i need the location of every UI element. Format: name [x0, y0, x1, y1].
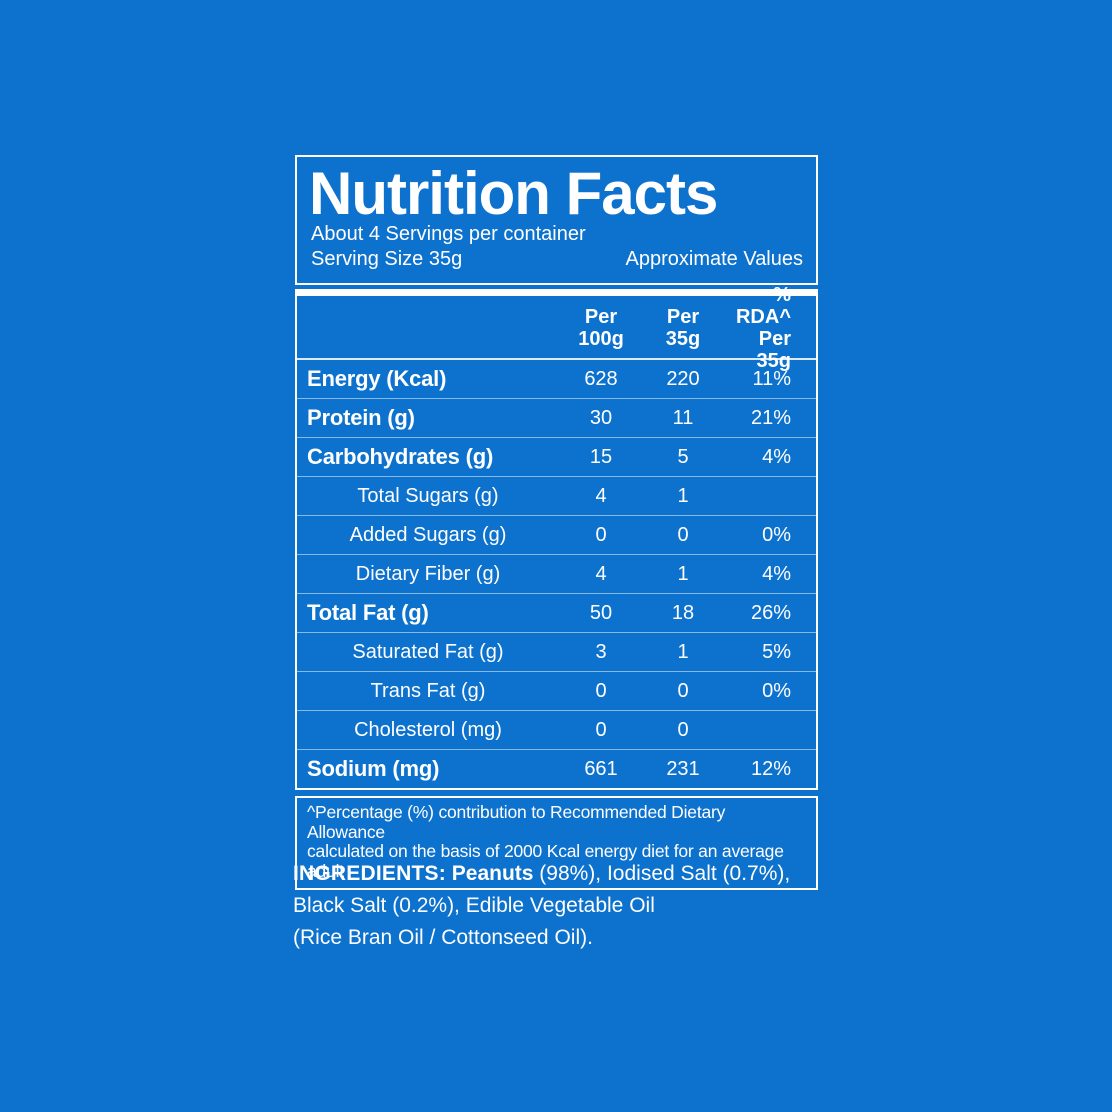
header-per-100g: Per 100g: [578, 306, 624, 350]
row-saturated-fat: Saturated Fat (g) 3 1 5%: [297, 632, 816, 671]
ingredients-heading: INGREDIENTS:: [293, 862, 446, 885]
nutrition-facts-title: Nutrition Facts: [309, 160, 718, 227]
serving-info-row: About 4 Servings per container Serving S…: [297, 221, 816, 277]
ingredients-line1-rest: (98%), Iodised Salt (0.7%),: [533, 862, 791, 885]
row-total-fat: Total Fat (g) 50 18 26%: [297, 593, 816, 632]
serving-info: About 4 Servings per container Serving S…: [311, 222, 586, 272]
row-total-sugars: Total Sugars (g) 4 1: [297, 476, 816, 515]
nutrient-table: Per 100g Per 35g % RDA^ Per 35g Energy (…: [295, 284, 818, 790]
ingredients-line1: INGREDIENTS: Peanuts (98%), Iodised Salt…: [293, 858, 818, 890]
servings-per-container: About 4 Servings per container: [311, 223, 586, 245]
row-added-sugars: Added Sugars (g) 0 0 0%: [297, 515, 816, 554]
nutrition-header-box: Nutrition Facts About 4 Servings per con…: [295, 155, 818, 285]
rda-footnote-box: ^Percentage (%) contribution to Recommen…: [295, 796, 818, 890]
row-carbohydrates: Carbohydrates (g) 15 5 4%: [297, 437, 816, 476]
row-sodium: Sodium (mg) 661 231 12%: [297, 749, 816, 788]
rda-footnote-line2: calculated on the basis of 2000 Kcal ene…: [307, 841, 784, 881]
table-header-row: Per 100g Per 35g % RDA^ Per 35g: [297, 284, 816, 372]
row-trans-fat: Trans Fat (g) 0 0 0%: [297, 671, 816, 710]
header-rda: % RDA^ Per 35g: [735, 284, 791, 372]
row-cholesterol: Cholesterol (mg) 0 0: [297, 710, 816, 749]
approximate-values-label: Approximate Values: [625, 248, 804, 270]
row-protein: Protein (g) 30 11 21%: [297, 398, 816, 437]
ingredients-line3: (Rice Bran Oil / Cottonseed Oil).: [293, 926, 593, 949]
serving-size: Serving Size 35g: [311, 248, 463, 270]
ingredients-line2: Black Salt (0.2%), Edible Vegetable Oil: [293, 894, 655, 917]
ingredients-section: INGREDIENTS: Peanuts (98%), Iodised Salt…: [293, 858, 818, 954]
ingredients-first-item: Peanuts: [445, 862, 534, 885]
rda-footnote-line1: ^Percentage (%) contribution to Recommen…: [307, 802, 726, 842]
header-per-35g: Per 35g: [665, 306, 701, 350]
row-dietary-fiber: Dietary Fiber (g) 4 1 4%: [297, 554, 816, 593]
row-energy: Energy (Kcal) 628 220 11%: [307, 366, 791, 391]
nutrition-label-panel: Nutrition Facts About 4 Servings per con…: [295, 155, 818, 890]
